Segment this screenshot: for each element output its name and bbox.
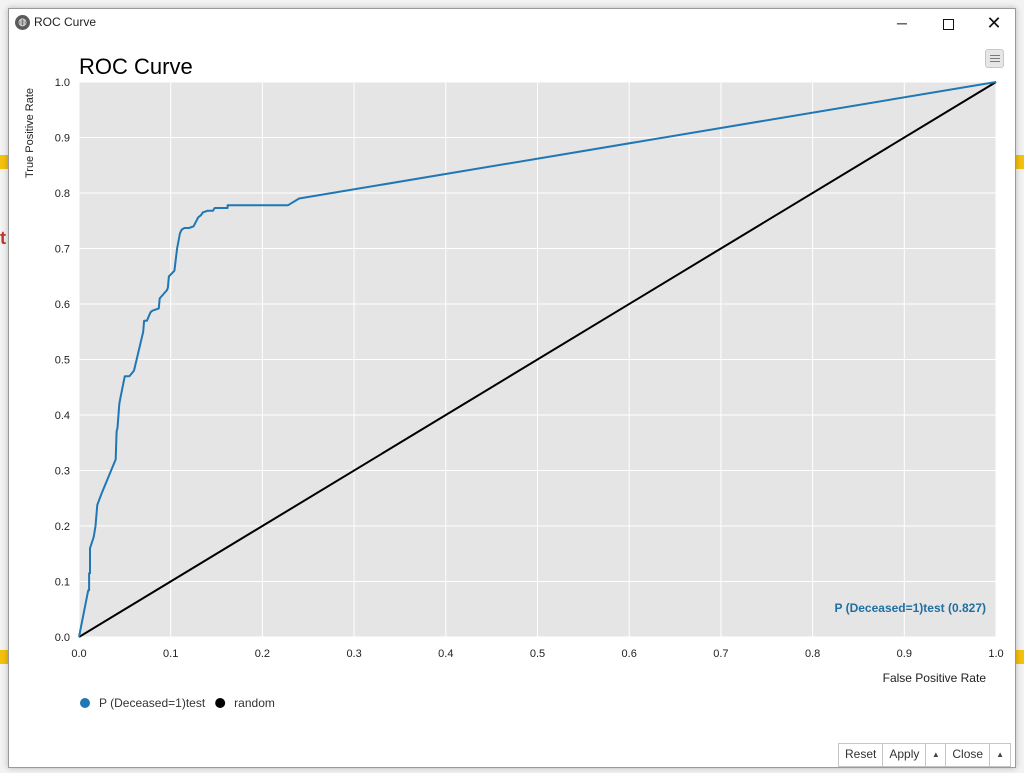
hamburger-icon[interactable]	[985, 49, 1004, 68]
x-tick-label: 1.0	[988, 648, 1003, 660]
close-window-button[interactable]: ✕	[986, 13, 1002, 33]
y-tick-label: 0.0	[55, 632, 70, 644]
background-partial-text: t	[0, 228, 6, 248]
x-axis-label: False Positive Rate	[883, 671, 987, 685]
globe-icon: ◍	[15, 15, 30, 30]
x-tick-label: 0.1	[163, 648, 178, 660]
minimize-button[interactable]: ─	[897, 15, 907, 31]
apply-dropdown-button[interactable]: ▲	[926, 744, 947, 766]
x-tick-label: 0.5	[530, 648, 545, 660]
close-button[interactable]: Close	[946, 744, 991, 766]
background-strip-left-bottom	[0, 650, 8, 664]
y-tick-label: 0.6	[55, 299, 70, 311]
background-strip-right-top	[1016, 155, 1024, 169]
title-bar[interactable]: ◍ ROC Curve ─ ✕	[9, 9, 1015, 37]
series-line-random	[78, 81, 997, 638]
legend-marker	[215, 698, 226, 708]
y-tick-label: 0.4	[55, 410, 70, 422]
window-title: ROC Curve	[34, 15, 97, 29]
series-line-p-deceased-1-test	[78, 81, 997, 638]
y-tick-label: 0.7	[55, 244, 70, 256]
legend-label[interactable]: random	[234, 696, 275, 710]
x-tick-label: 0.8	[805, 648, 820, 660]
apply-button[interactable]: Apply	[883, 744, 927, 766]
maximize-button[interactable]	[925, 9, 971, 37]
chart-title: ROC Curve	[79, 54, 193, 79]
background-strip-left-top	[0, 155, 8, 169]
x-tick-label: 0.4	[438, 648, 453, 660]
legend-label[interactable]: P (Deceased=1)test	[99, 696, 206, 710]
background-strip-right-bottom	[1016, 650, 1024, 664]
x-tick-label: 0.0	[71, 648, 86, 660]
x-tick-label: 0.2	[255, 648, 270, 660]
y-tick-label: 0.5	[55, 355, 70, 367]
y-tick-label: 0.1	[55, 577, 70, 589]
x-tick-label: 0.7	[713, 648, 728, 660]
x-tick-label: 0.9	[897, 648, 912, 660]
auc-annotation: P (Deceased=1)test (0.827)	[834, 601, 986, 615]
legend-marker	[80, 698, 90, 708]
reset-button[interactable]: Reset	[839, 744, 884, 766]
x-tick-label: 0.3	[346, 648, 361, 660]
dialog-button-bar: Reset Apply ▲ Close ▲	[838, 743, 1012, 767]
y-axis-label: True Positive Rate	[24, 88, 36, 178]
y-tick-label: 0.8	[55, 188, 70, 200]
roc-curve-window: ◍ ROC Curve ─ ✕ ROC Curve 0.0 0.1 0.2 0.3 0.…	[8, 8, 1016, 768]
x-tick-label: 0.6	[622, 648, 637, 660]
y-tick-label: 1.0	[55, 77, 70, 89]
maximize-icon	[942, 18, 954, 30]
close-dropdown-button[interactable]: ▲	[996, 750, 1005, 759]
y-tick-label: 0.2	[55, 521, 70, 533]
roc-chart: ROC Curve 0.0 0.1 0.2 0.3 0.4 0.5 0.6 0.7 0.8 0.9…	[24, 54, 1004, 710]
y-tick-label: 0.9	[55, 133, 70, 145]
y-tick-label: 0.3	[55, 466, 70, 478]
chart-panel: ROC Curve 0.0 0.1 0.2 0.3 0.4 0.5 0.6 0.7 0.8 0.9…	[9, 37, 1015, 767]
